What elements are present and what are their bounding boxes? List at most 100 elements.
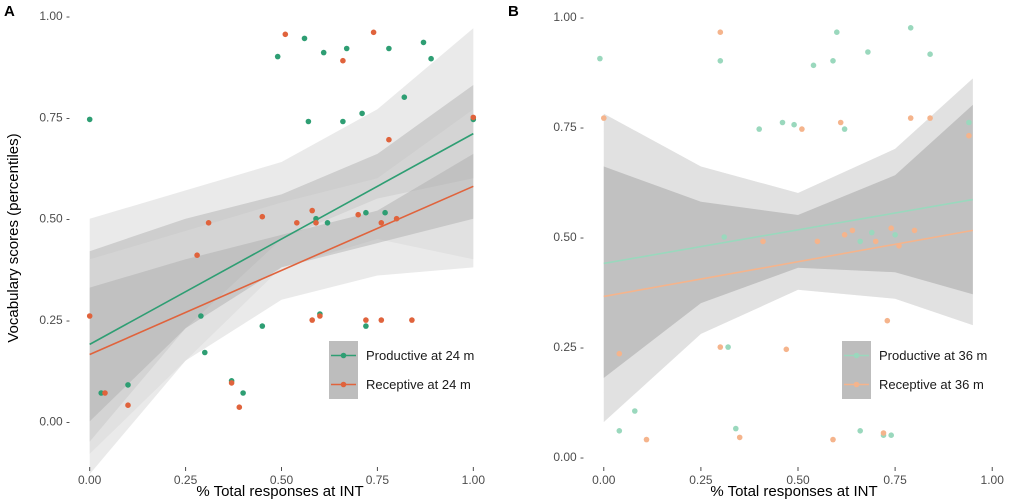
panel-a-series-1-point bbox=[343, 45, 350, 52]
panel-a-series-1-point bbox=[274, 53, 281, 60]
panel-b-series-1-point bbox=[717, 58, 724, 64]
panel-b-series-2-point bbox=[888, 225, 894, 231]
panel-b-series-2-point bbox=[849, 227, 856, 234]
panel-b-series-1-point bbox=[888, 432, 894, 439]
panel-b-series-2-point bbox=[643, 436, 650, 443]
panel-a-series-1-point bbox=[240, 390, 246, 396]
panel-a-x-tick-label: 0.00 bbox=[78, 473, 102, 487]
panel-a-x-tick-label: 0.25 bbox=[174, 473, 198, 487]
panel-a-series-1-point bbox=[259, 323, 266, 329]
panel-b-y-tick-label: 0.00 - bbox=[553, 450, 584, 464]
panel-a-series-1-point bbox=[382, 209, 388, 216]
panel-a-series-1-fit-line bbox=[89, 132, 474, 346]
panel-b-series-2-point bbox=[717, 344, 724, 350]
panel-a-series-1-point bbox=[320, 49, 327, 56]
panel-a-legend: Productive at 24 m Receptive at 24 m bbox=[329, 341, 474, 399]
panel-a-x-tick-label: 0.75 bbox=[366, 473, 390, 487]
panel-b-series-2-point bbox=[830, 436, 836, 443]
panel-a-y-tick-label: 0.50 - bbox=[39, 212, 70, 226]
panel-b-series-2-point bbox=[880, 430, 887, 436]
panel-a-series-2-point bbox=[317, 313, 323, 319]
panel-a-y-axis-title: Vocabulary scores (percentiles) bbox=[5, 133, 22, 342]
panel-a-series-2-point bbox=[194, 252, 200, 258]
panel-b-series-2-point bbox=[799, 126, 805, 132]
panel-b-series-1-fit-line bbox=[603, 198, 973, 265]
panel-a-series-2-point bbox=[378, 220, 385, 226]
panel-a-series-1-point bbox=[428, 55, 434, 62]
panel-b-series-1-point bbox=[733, 425, 739, 432]
panel-a-fit-lines bbox=[89, 132, 474, 356]
panel-a-series-1-point bbox=[386, 45, 392, 52]
panel-a-legend-label: Productive at 24 m bbox=[366, 348, 474, 363]
panel-b-series-1-point bbox=[892, 232, 898, 238]
panel-b-x-axis-title: % Total responses at INT bbox=[710, 483, 877, 500]
panel-b-series-1-point bbox=[779, 119, 786, 126]
panel-a-series-2-point bbox=[259, 213, 266, 220]
panel-b-series-1-point bbox=[865, 49, 871, 55]
panel-a-series-1-point bbox=[324, 220, 331, 226]
panel-a-series-2-band-inner bbox=[89, 153, 474, 422]
panel-b-x-tick-label: 0.25 bbox=[689, 473, 713, 487]
panel-b-x-tick-label: 1.00 bbox=[981, 473, 1005, 487]
panel-a-legend-key-point bbox=[340, 352, 347, 359]
panel-a-series-1-point bbox=[125, 382, 131, 388]
panel-b-confidence-bands bbox=[603, 78, 973, 422]
panel-b-series-1-point bbox=[830, 58, 836, 64]
panel-b-series-2-point bbox=[841, 232, 848, 238]
panel-b-series-2-point bbox=[884, 317, 891, 324]
panel-b-series-1-point bbox=[966, 119, 972, 126]
panel-b-series-1-point bbox=[616, 428, 623, 434]
panel-b-series-1-point bbox=[927, 51, 933, 57]
panel-a-x-ticks: 0.00 0.25 0.50 0.75 1.00 bbox=[78, 467, 485, 487]
panel-a-series-1-point bbox=[86, 116, 93, 123]
panel-b-series-2-point bbox=[814, 238, 821, 245]
panel-a: A 0.00 - 0.25 - 0.50 - 0.75 - 1.00 - 0.00 0.2… bbox=[4, 3, 485, 500]
panel-b-legend-label: Productive at 36 m bbox=[879, 348, 987, 363]
panel-b-series-2-point bbox=[907, 115, 914, 121]
panel-a-points bbox=[86, 29, 477, 411]
panel-b-series-2-point bbox=[717, 29, 724, 35]
panel-a-series-1-point bbox=[305, 118, 312, 125]
panel-a-y-tick-label: 0.00 - bbox=[39, 414, 70, 428]
panel-b-series-2-point bbox=[616, 350, 623, 357]
panel-a-series-2-point bbox=[340, 57, 346, 64]
panel-b-legend-label: Receptive at 36 m bbox=[879, 377, 984, 392]
panel-b-series-2-point bbox=[601, 115, 607, 121]
panel-b-series-2-point bbox=[872, 238, 879, 245]
panel-a-series-2-point bbox=[236, 404, 243, 411]
panel-a-series-1-point bbox=[359, 110, 365, 117]
panel-a-series-2-point bbox=[205, 220, 212, 226]
panel-a-series-2-point bbox=[313, 220, 319, 226]
panel-a-series-1-band-inner bbox=[89, 85, 474, 442]
panel-a-legend-label: Receptive at 24 m bbox=[366, 377, 471, 392]
panel-b-series-2-point bbox=[837, 119, 844, 126]
panel-a-series-2-point bbox=[370, 29, 377, 36]
panel-b-points bbox=[597, 25, 972, 443]
panel-a-series-2-point bbox=[282, 31, 289, 38]
panel-a-series-1-point bbox=[363, 209, 369, 216]
panel-b-y-tick-label: 0.75 - bbox=[553, 120, 584, 134]
panel-b-legend-key-point bbox=[853, 381, 860, 388]
panel-b: B 0.00 - 0.25 - 0.50 - 0.75 - 1.00 - 0.00 0.2… bbox=[508, 3, 1004, 500]
panel-b-letter: B bbox=[508, 3, 519, 20]
panel-a-series-2-point bbox=[228, 380, 235, 386]
panel-b-series-1-point bbox=[632, 408, 638, 414]
panel-a-series-1-point bbox=[401, 94, 408, 100]
panel-a-series-2-point bbox=[102, 390, 108, 396]
panel-a-series-1-point bbox=[313, 215, 319, 222]
panel-b-series-1-point bbox=[756, 126, 762, 132]
panel-a-x-axis-title: % Total responses at INT bbox=[196, 483, 363, 500]
panel-a-series-2-band-outer bbox=[89, 109, 474, 454]
panel-b-y-ticks: 0.00 - 0.25 - 0.50 - 0.75 - 1.00 - bbox=[553, 10, 584, 464]
panel-a-series-2-point bbox=[309, 207, 316, 214]
panel-b-y-tick-label: 0.25 - bbox=[553, 340, 584, 354]
panel-a-x-tick-label: 1.00 bbox=[462, 473, 486, 487]
panel-b-x-tick-label: 0.75 bbox=[883, 473, 907, 487]
panel-a-series-2-point bbox=[363, 317, 369, 323]
panel-a-y-tick-label: 0.75 - bbox=[39, 110, 70, 124]
panel-a-letter: A bbox=[4, 3, 15, 20]
panel-a-series-2-point bbox=[309, 317, 316, 323]
panel-a-x-tick-label: 0.50 bbox=[270, 473, 294, 487]
panel-b-series-1-point bbox=[725, 344, 731, 350]
panel-b-x-tick-label: 0.00 bbox=[592, 473, 616, 487]
